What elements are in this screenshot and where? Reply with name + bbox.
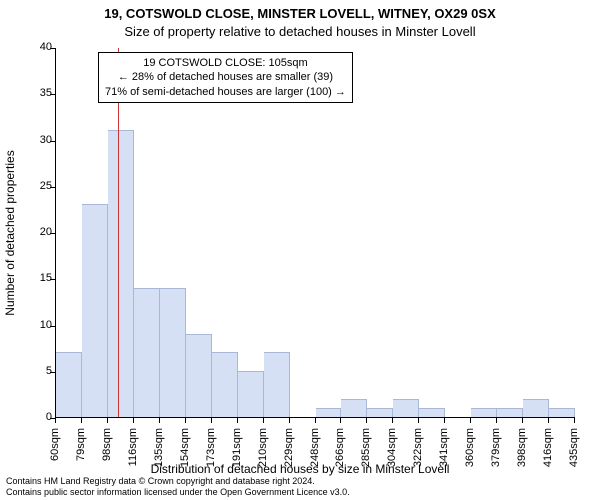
y-tick-mark [50,141,55,142]
x-tick-mark [133,418,134,423]
x-tick-label: 379sqm [490,428,502,478]
chart-plot-area [55,48,575,418]
histogram-bar [341,399,367,418]
x-tick-label: 154sqm [179,428,191,478]
chart-title-line2: Size of property relative to detached ho… [0,24,600,39]
y-axis-label: Number of detached properties [3,48,21,418]
x-tick-mark [55,418,56,423]
histogram-bar [160,288,186,418]
annotation-line: 19 COTSWOLD CLOSE: 105sqm [105,56,346,70]
x-tick-mark [107,418,108,423]
y-tick-mark [50,233,55,234]
x-axis-label: Distribution of detached houses by size … [0,462,600,476]
histogram-bar [497,408,523,417]
x-tick-label: 304sqm [386,428,398,478]
y-tick-label: 0 [32,411,52,423]
histogram-bar [523,399,549,418]
x-tick-label: 98sqm [101,428,113,478]
histogram-bar [549,408,575,417]
histogram-bar [134,288,160,418]
histogram-bar [82,204,108,417]
x-tick-mark [211,418,212,423]
y-tick-label: 30 [32,134,52,146]
chart-title-line1: 19, COTSWOLD CLOSE, MINSTER LOVELL, WITN… [0,6,600,21]
x-tick-label: 341sqm [438,428,450,478]
x-tick-mark [315,418,316,423]
y-tick-mark [50,326,55,327]
x-tick-label: 248sqm [309,428,321,478]
histogram-bar [108,130,134,417]
x-tick-mark [444,418,445,423]
marker-line [118,48,119,417]
x-tick-mark [522,418,523,423]
histogram-bar [212,352,238,417]
histogram-bar [56,352,82,417]
y-tick-label: 5 [32,365,52,377]
y-tick-mark [50,279,55,280]
annotation-line: 71% of semi-detached houses are larger (… [105,85,346,99]
annotation-box: 19 COTSWOLD CLOSE: 105sqm← 28% of detach… [98,52,353,103]
x-tick-mark [263,418,264,423]
histogram-bar [419,408,445,417]
x-tick-mark [470,418,471,423]
x-tick-mark [574,418,575,423]
x-tick-label: 398sqm [516,428,528,478]
x-tick-mark [81,418,82,423]
x-tick-label: 266sqm [334,428,346,478]
histogram-bar [264,352,290,417]
x-tick-label: 360sqm [464,428,476,478]
x-tick-label: 135sqm [153,428,165,478]
x-tick-mark [289,418,290,423]
y-tick-label: 20 [32,226,52,238]
x-tick-label: 191sqm [231,428,243,478]
histogram-bar [471,408,497,417]
y-tick-mark [50,94,55,95]
y-tick-label: 15 [32,272,52,284]
y-tick-mark [50,48,55,49]
x-tick-mark [185,418,186,423]
histogram-bar [393,399,419,418]
x-tick-label: 210sqm [257,428,269,478]
x-tick-label: 60sqm [49,428,61,478]
histogram-bar [316,408,342,417]
attribution-text: Contains HM Land Registry data © Crown c… [6,476,350,497]
x-tick-label: 173sqm [205,428,217,478]
y-tick-label: 35 [32,87,52,99]
x-tick-label: 116sqm [127,428,139,478]
x-tick-label: 416sqm [542,428,554,478]
x-tick-mark [392,418,393,423]
attribution-line2: Contains public sector information licen… [6,487,350,497]
x-tick-label: 322sqm [412,428,424,478]
x-tick-mark [237,418,238,423]
x-tick-label: 79sqm [75,428,87,478]
histogram-bar [238,371,264,417]
x-tick-label: 435sqm [568,428,580,478]
x-tick-mark [340,418,341,423]
x-tick-mark [159,418,160,423]
histogram-bar [367,408,393,417]
y-tick-label: 10 [32,319,52,331]
y-tick-mark [50,187,55,188]
y-tick-label: 40 [32,41,52,53]
x-tick-label: 285sqm [360,428,372,478]
histogram-bar [186,334,212,417]
x-tick-mark [418,418,419,423]
annotation-line: ← 28% of detached houses are smaller (39… [105,70,346,84]
x-tick-mark [548,418,549,423]
x-tick-mark [366,418,367,423]
y-tick-label: 25 [32,180,52,192]
y-tick-mark [50,372,55,373]
x-tick-label: 229sqm [283,428,295,478]
x-tick-mark [496,418,497,423]
